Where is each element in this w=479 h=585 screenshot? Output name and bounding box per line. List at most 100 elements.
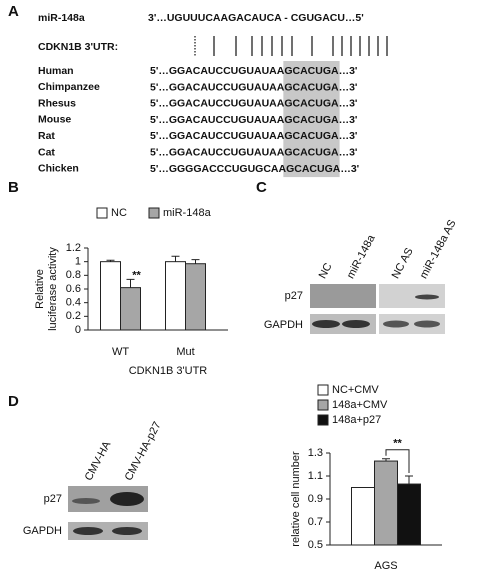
bar: [397, 483, 421, 546]
seq-end: …3': [339, 97, 358, 109]
seq-seed: GCACUGA: [286, 163, 341, 175]
species-seq: 5'…GGACAUCCUGUAUAAGCACUGA…3': [150, 97, 357, 109]
panel-letter: D: [8, 393, 19, 410]
western-blot: [68, 486, 148, 540]
seq-end: …3': [339, 114, 358, 126]
bar: [185, 263, 206, 331]
legend-swatch: [96, 207, 108, 219]
error-bar: [171, 255, 180, 262]
y-tick-label: 0.2: [66, 310, 81, 322]
significance: **: [393, 438, 402, 450]
seq-start: 5'…GGGGACCCUGUGCAA: [150, 163, 287, 175]
species-seq: 5'…GGACAUCCUGUAUAAGCACUGA…3': [150, 65, 357, 77]
y-tick-label: 0.4: [66, 297, 81, 309]
seq-seed: GCACUGA: [284, 81, 339, 93]
row-label: p27: [44, 493, 62, 505]
legend-label: 148a+p27: [332, 414, 381, 426]
seq-end: …3': [339, 130, 358, 142]
seq-start: 5'…GGACAUCCUGUAUAA: [150, 81, 285, 93]
species-seq: 5'…GGACAUCCUGUAUAAGCACUGA…3': [150, 81, 357, 93]
x-tick-label: AGS: [374, 560, 397, 572]
seq-start: 5'…GGACAUCCUGUAUAA: [150, 130, 285, 142]
legend-label: miR-148a: [163, 207, 212, 219]
species-seq: 5'…GGACAUCCUGUAUAAGCACUGA…3': [150, 146, 357, 158]
y-tick-label: 0.5: [308, 539, 323, 551]
seq-start: 5'…GGACAUCCUGUAUAA: [150, 146, 285, 158]
pairing-lines: [194, 36, 388, 56]
row-label: GAPDH: [264, 319, 303, 331]
bar: [120, 287, 141, 331]
seq-end: …3': [339, 81, 358, 93]
species-seq: 5'…GGACAUCCUGUAUAAGCACUGA…3': [150, 130, 357, 142]
seed-highlight: [283, 61, 340, 178]
legend-swatch: [317, 384, 329, 396]
bar: [351, 487, 375, 546]
lane-label: miR-148a: [345, 232, 378, 281]
panel-letter: A: [8, 3, 19, 20]
y-tick-label: 0.6: [66, 283, 81, 295]
row-label: p27: [285, 290, 303, 302]
seq-start: 5'…GGACAUCCUGUAUAA: [150, 114, 285, 126]
lane-label: CMV-HA: [83, 439, 114, 483]
panel-letter: C: [256, 179, 267, 196]
seq-seed: GCACUGA: [284, 146, 339, 158]
legend-swatch: [148, 207, 160, 219]
species-name: Chicken: [38, 163, 79, 175]
seq-seed: GCACUGA: [284, 97, 339, 109]
error-bar: [382, 458, 390, 462]
bar: [374, 460, 398, 546]
species-name: Chimpanzee: [38, 81, 100, 93]
panel-letter: B: [8, 179, 19, 196]
seq-end: …3': [340, 163, 359, 175]
error-bar: [106, 259, 115, 262]
alignment: miR-148a 3'…UGUUUCAAGACAUCA - CGUGACU…5'…: [38, 12, 388, 56]
x-tick-label: Mut: [176, 346, 194, 358]
seq-seed: GCACUGA: [284, 114, 339, 126]
bar: [165, 261, 186, 331]
legend-swatch: [317, 414, 329, 426]
lane-label: NC: [317, 261, 335, 281]
significance-bracket: [385, 449, 410, 473]
species-seq: 5'…GGACAUCCUGUAUAAGCACUGA…3': [150, 114, 357, 126]
species-seq: 5'…GGGGACCCUGUGCAAGCACUGA…3': [150, 163, 359, 175]
species-name: Human: [38, 65, 74, 77]
seq-start: 5'…GGACAUCCUGUAUAA: [150, 97, 285, 109]
seq-seed: GCACUGA: [284, 65, 339, 77]
y-tick-label: 0.9: [308, 493, 323, 505]
y-tick-label: 0.8: [66, 269, 81, 281]
legend-label: 148a+CMV: [332, 399, 388, 411]
y-tick-label: 1.2: [66, 242, 81, 254]
species-name: Cat: [38, 146, 55, 158]
y-axis-label: relative cell number: [290, 451, 302, 547]
y-tick-label: 0: [75, 324, 81, 336]
legend-label: NC: [111, 207, 127, 219]
y-axis-label: luciferase activity: [47, 247, 59, 331]
y-tick-label: 1.1: [308, 470, 323, 482]
error-bar: [191, 259, 200, 264]
bar: [100, 261, 121, 331]
significance: **: [132, 269, 141, 281]
lane-label: CMV-HA-p27: [123, 420, 164, 483]
seq-end: …3': [339, 65, 358, 77]
species-name: Rat: [38, 130, 55, 142]
western-blot: [310, 284, 445, 334]
y-axis-label: Relative: [34, 269, 46, 309]
y-tick-label: 1.3: [308, 447, 323, 459]
seq-start: 5'…GGACAUCCUGUAUAA: [150, 65, 285, 77]
mirna-label: miR-148a: [38, 12, 85, 24]
mirna-seq: 3'…UGUUUCAAGACAUCA - CGUGACU…5': [148, 12, 364, 24]
lane-label: miR-148a AS: [418, 218, 459, 281]
y-tick-label: 1: [75, 256, 81, 268]
x-axis-label: CDKN1B 3'UTR: [129, 365, 208, 377]
error-bar: [126, 278, 135, 288]
utr-label: CDKN1B 3'UTR:: [38, 41, 118, 53]
seq-end: …3': [339, 146, 358, 158]
species-name: Rhesus: [38, 97, 76, 109]
species-name: Mouse: [38, 114, 71, 126]
lane-label: NC AS: [390, 246, 416, 281]
y-tick-label: 0.7: [308, 516, 323, 528]
x-tick-label: WT: [112, 346, 129, 358]
error-bar: [405, 475, 413, 485]
legend-swatch: [317, 399, 329, 411]
